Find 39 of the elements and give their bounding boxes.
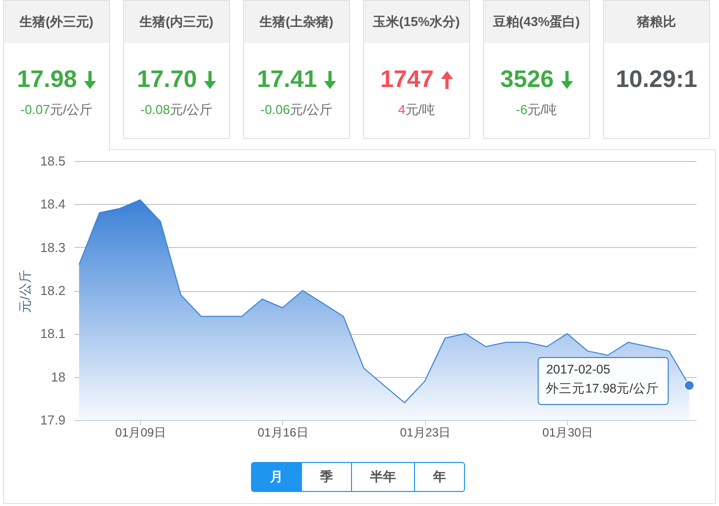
data-label: 17.70 bbox=[136, 66, 198, 94]
range-tab: 年 bbox=[414, 463, 464, 491]
data-label: -0.08 bbox=[140, 102, 170, 117]
x-tick-label: 01月16日 bbox=[258, 426, 308, 440]
data-label: 17.98 bbox=[16, 66, 78, 94]
data-label: 17.41 bbox=[256, 66, 318, 94]
range-tab: 月 bbox=[252, 463, 301, 491]
text: 生猪(外三元) bbox=[4, 1, 109, 43]
y-tick-label: 18.4 bbox=[40, 196, 66, 212]
x-tick-label: 01月30日 bbox=[542, 426, 594, 440]
y-tick-label: 18.2 bbox=[40, 283, 66, 298]
text: 元/吨 bbox=[527, 102, 558, 117]
x-tick-label: 01月23日 bbox=[400, 426, 451, 440]
y-tick-label: 18.5 bbox=[40, 154, 66, 168]
text: 豆粕(43%蛋白) bbox=[484, 1, 589, 43]
range-tab: 半年 bbox=[351, 463, 414, 491]
data-label: 3526 bbox=[500, 66, 554, 94]
text: 生猪(土杂猪) bbox=[244, 1, 349, 43]
text: 元/公斤 bbox=[50, 102, 93, 117]
y-tick-label: 18.1 bbox=[40, 326, 66, 342]
y-tick-label: 18.3 bbox=[40, 240, 66, 255]
data-label: -0.07 bbox=[20, 102, 50, 117]
text: 元/吨 bbox=[405, 102, 435, 117]
y-axis-title: 元/公斤 bbox=[18, 270, 32, 313]
text: 生猪(内三元) bbox=[124, 1, 229, 43]
range-tab: 季 bbox=[301, 463, 351, 491]
text: 元/公斤 bbox=[290, 102, 333, 117]
data-label: 4 bbox=[398, 102, 406, 117]
data-label: -6 bbox=[516, 102, 528, 117]
text: 玉米(15%水分) bbox=[364, 1, 469, 43]
text: 猪粮比 bbox=[604, 1, 709, 43]
text: 元/公斤 bbox=[170, 102, 213, 117]
x-tick-label: 01月09日 bbox=[115, 426, 166, 440]
y-tick-label: 18 bbox=[51, 369, 66, 384]
data-label: -0.06 bbox=[260, 102, 290, 117]
data-label: 1747 bbox=[380, 66, 434, 94]
data-label: 10.29:1 bbox=[616, 66, 698, 94]
y-tick-label: 17.9 bbox=[40, 412, 66, 428]
annotation: 2017-02-05 外三元17.98元/公斤 bbox=[546, 362, 659, 396]
